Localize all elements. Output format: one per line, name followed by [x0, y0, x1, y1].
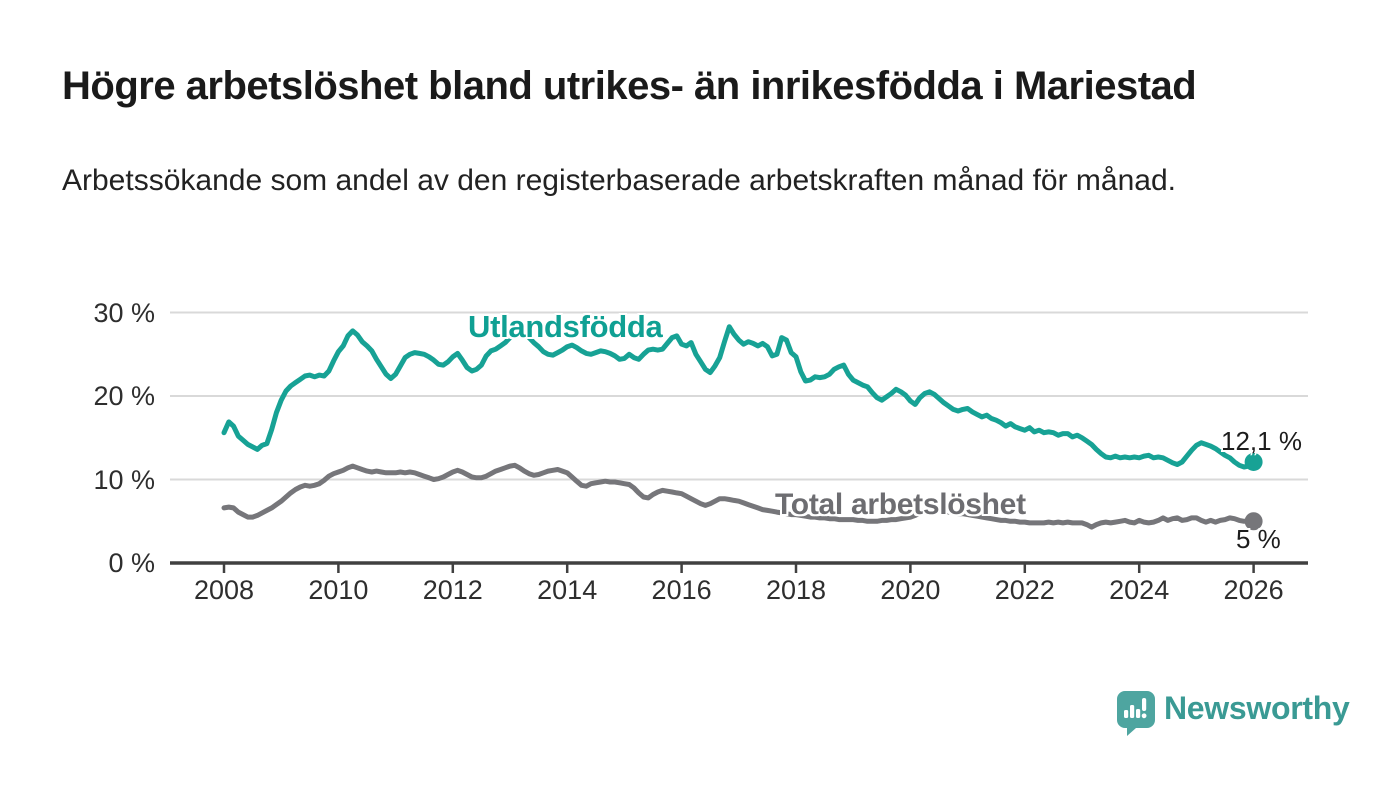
- x-tick-label-2024: 2024: [1109, 575, 1170, 605]
- x-tick-label-2022: 2022: [994, 575, 1055, 605]
- chart-subtitle: Arbetssökande som andel av den registerb…: [62, 164, 1176, 197]
- brand-name: Newsworthy: [1164, 690, 1350, 726]
- y-tick-label-30: 30 %: [93, 297, 155, 328]
- end-value-label-utlandsfodda: 12,1 %: [1221, 426, 1302, 456]
- x-tick-label-2020: 2020: [880, 575, 941, 605]
- x-tick-label-2008: 2008: [193, 575, 255, 605]
- x-tick-label-2016: 2016: [651, 575, 712, 605]
- series-end-dot-total: [1244, 512, 1263, 531]
- x-tick-label-2026: 2026: [1223, 575, 1284, 605]
- newsworthy-logo-icon: [1117, 691, 1155, 736]
- series-label-utlandsfodda: Utlandsfödda: [468, 309, 663, 344]
- series-label-total-arbetsloshet: Total arbetslöshet: [775, 488, 1026, 521]
- x-tick-label-2018: 2018: [765, 575, 827, 605]
- series-line-total: [221, 462, 1257, 530]
- y-tick-label-10: 10 %: [93, 464, 155, 495]
- series-end-dot-utlandsfodda: [1244, 452, 1263, 471]
- series-line-utlandsfodda: [221, 324, 1257, 470]
- x-tick-label-2010: 2010: [308, 575, 369, 605]
- end-value-label-total: 5 %: [1236, 524, 1281, 554]
- x-tick-label-2012: 2012: [422, 575, 483, 605]
- y-tick-label-0: 0 %: [108, 548, 155, 578]
- y-tick-label-20: 20 %: [93, 381, 155, 411]
- x-tick-label-2014: 2014: [537, 575, 598, 605]
- chart-title: Högre arbetslöshet bland utrikes- än inr…: [62, 64, 1197, 108]
